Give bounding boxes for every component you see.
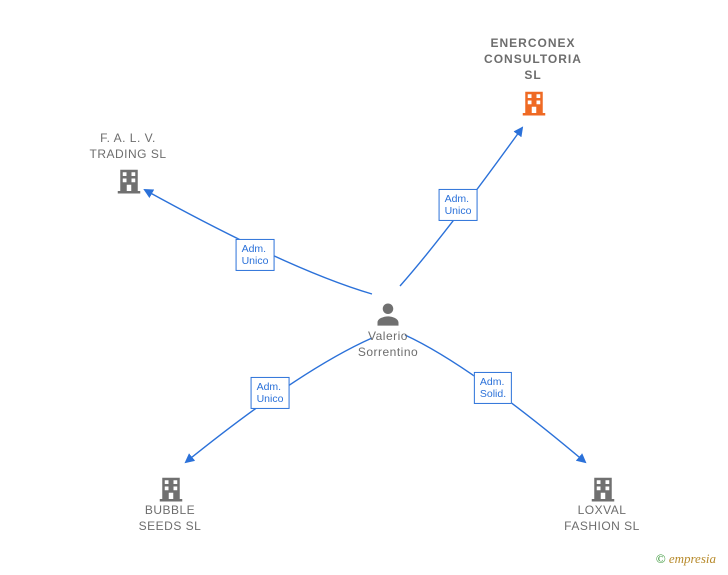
building-icon	[114, 166, 142, 194]
watermark-text: empresia	[669, 551, 716, 566]
building-icon	[588, 474, 616, 502]
building-icon	[156, 474, 184, 502]
company-node-falv: F. A. L. V. TRADING SL	[68, 130, 188, 194]
company-node-ener: ENERCONEX CONSULTORIA SL	[473, 35, 593, 116]
edge-label-bubble: Adm. Unico	[251, 377, 290, 409]
company-label: BUBBLE SEEDS SL	[110, 502, 230, 534]
center-person-node: Valerio Sorrentino	[328, 300, 448, 360]
center-person-label: Valerio Sorrentino	[328, 328, 448, 360]
building-icon	[519, 88, 547, 116]
company-node-loxval: LOXVAL FASHION SL	[542, 470, 662, 534]
person-icon	[374, 300, 402, 328]
edge-label-ener: Adm. Unico	[439, 189, 478, 221]
company-label: LOXVAL FASHION SL	[542, 502, 662, 534]
watermark: ©empresia	[656, 551, 716, 567]
company-label: F. A. L. V. TRADING SL	[68, 130, 188, 162]
edge-label-loxval: Adm. Solid.	[474, 372, 512, 404]
edge-label-falv: Adm. Unico	[236, 239, 275, 271]
company-node-bubble: BUBBLE SEEDS SL	[110, 470, 230, 534]
diagram-canvas: Valerio Sorrentino F. A. L. V. TRADING S…	[0, 0, 728, 575]
copyright-symbol: ©	[656, 551, 666, 566]
company-label: ENERCONEX CONSULTORIA SL	[473, 35, 593, 84]
